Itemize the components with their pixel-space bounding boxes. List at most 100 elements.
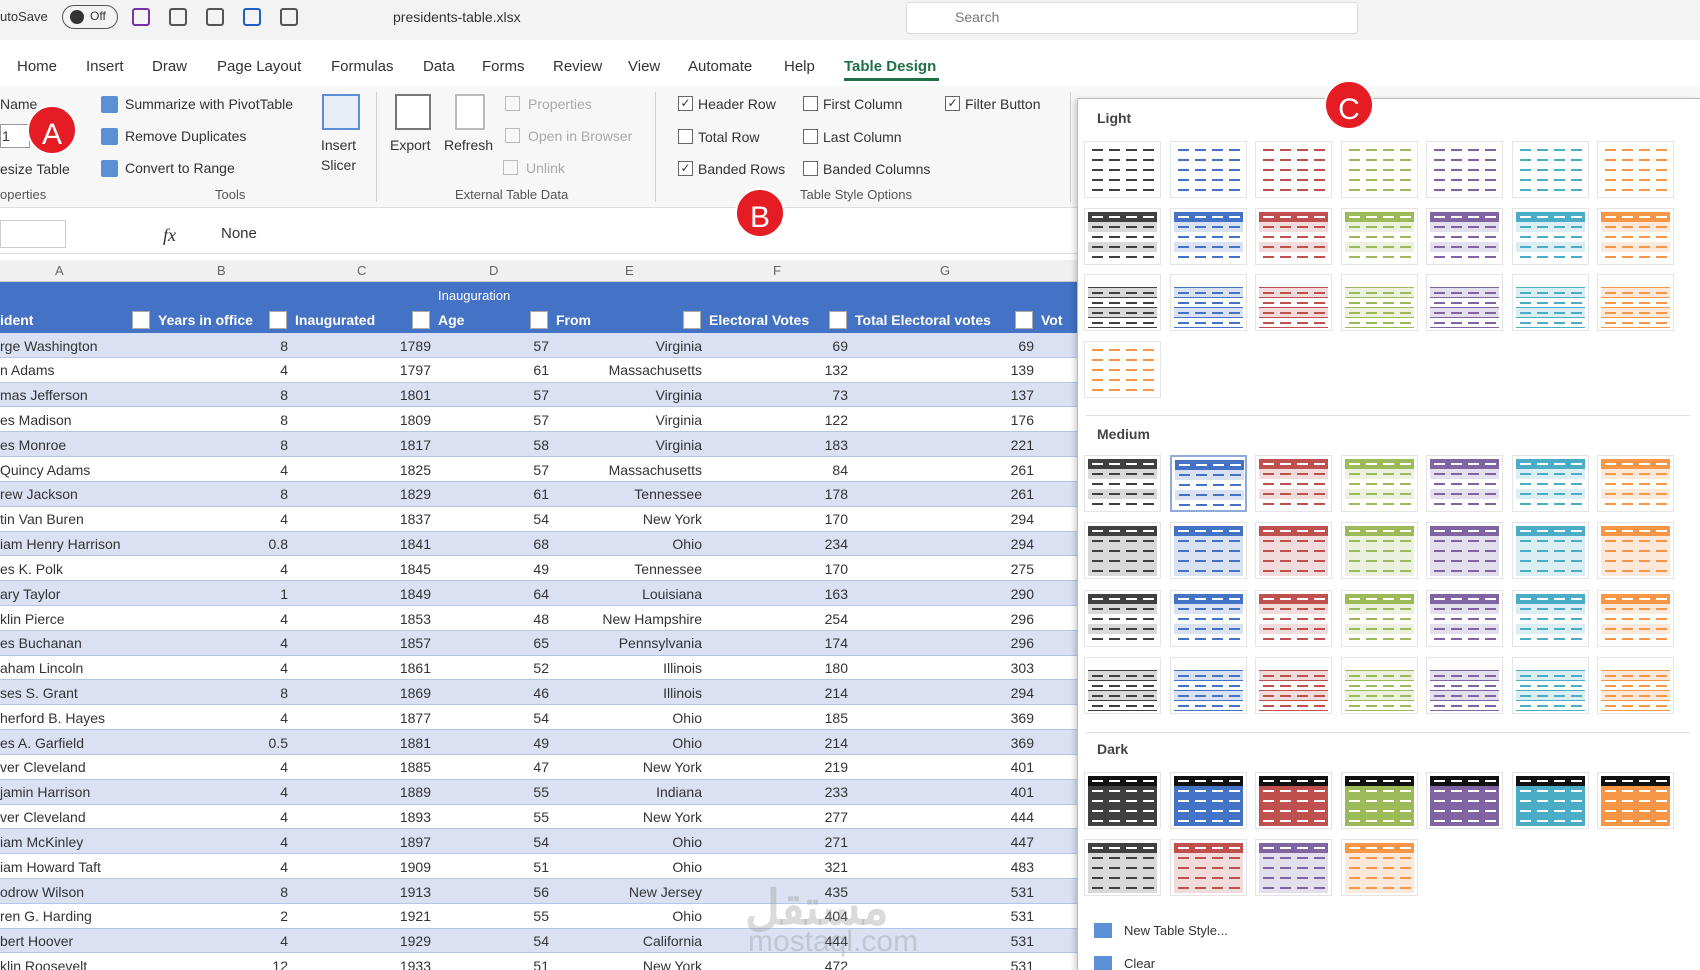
table-style-thumbnail[interactable]: [1597, 141, 1674, 198]
table-style-thumbnail[interactable]: [1084, 274, 1161, 331]
checkbox-label[interactable]: Header Row: [698, 96, 776, 112]
tool-button[interactable]: Convert to Range: [125, 160, 235, 176]
table-style-thumbnail[interactable]: [1511, 772, 1589, 829]
slicer-label[interactable]: Slicer: [321, 157, 357, 173]
table-style-thumbnail[interactable]: [1169, 657, 1247, 714]
checkbox-label[interactable]: Last Column: [823, 129, 902, 145]
checkbox-label[interactable]: Banded Columns: [823, 161, 931, 177]
table-style-thumbnail[interactable]: [1340, 590, 1418, 647]
table-style-thumbnail[interactable]: [1340, 141, 1418, 198]
table-style-thumbnail[interactable]: [1597, 590, 1674, 647]
ribbon-tab[interactable]: Draw: [152, 58, 188, 75]
ribbon-tab[interactable]: Review: [553, 58, 603, 75]
ribbon-tab[interactable]: Formulas: [331, 58, 394, 75]
table-style-thumbnail[interactable]: [1511, 657, 1589, 714]
refresh-button[interactable]: Refresh: [444, 137, 494, 153]
table-style-thumbnail[interactable]: [1255, 590, 1332, 647]
table-style-thumbnail[interactable]: [1169, 208, 1247, 265]
filter-button[interactable]: [530, 311, 548, 329]
table-style-thumbnail[interactable]: [1426, 141, 1503, 198]
table-style-thumbnail[interactable]: [1169, 141, 1247, 198]
table-style-thumbnail[interactable]: [1169, 772, 1247, 829]
autosave-toggle[interactable]: [62, 5, 118, 29]
filter-button[interactable]: [412, 311, 430, 329]
table-style-thumbnail[interactable]: [1084, 772, 1161, 829]
table-style-thumbnail[interactable]: [1426, 208, 1503, 265]
ribbon-tab[interactable]: Data: [423, 58, 455, 75]
checkbox-label[interactable]: Filter Button: [965, 96, 1041, 112]
table-style-thumbnail[interactable]: [1597, 772, 1674, 829]
export-button[interactable]: Export: [390, 137, 431, 153]
table-style-thumbnail[interactable]: [1340, 772, 1418, 829]
filter-button[interactable]: [829, 311, 847, 329]
table-style-thumbnail[interactable]: [1511, 455, 1589, 512]
filter-button[interactable]: [1015, 311, 1033, 329]
table-style-thumbnail[interactable]: [1340, 839, 1418, 896]
ribbon-tab[interactable]: Insert: [86, 58, 124, 75]
table-style-thumbnail[interactable]: [1084, 839, 1161, 896]
table-style-thumbnail[interactable]: [1084, 455, 1161, 512]
checkbox[interactable]: [803, 129, 818, 144]
qat-icon[interactable]: [280, 8, 298, 26]
table-style-thumbnail[interactable]: [1084, 590, 1161, 647]
table-style-thumbnail[interactable]: [1169, 455, 1247, 512]
checkbox[interactable]: [678, 129, 693, 144]
slicer-icon[interactable]: [322, 94, 360, 130]
table-style-thumbnail[interactable]: [1255, 455, 1332, 512]
checkbox-label[interactable]: First Column: [823, 96, 903, 112]
table-style-thumbnail[interactable]: [1426, 455, 1503, 512]
table-style-thumbnail[interactable]: [1597, 657, 1674, 714]
ribbon-tab[interactable]: View: [628, 58, 661, 75]
table-style-thumbnail[interactable]: [1169, 839, 1247, 896]
menu-item[interactable]: Clear: [1124, 956, 1156, 970]
tool-icon[interactable]: [101, 160, 118, 177]
table-style-thumbnail[interactable]: [1340, 455, 1418, 512]
menu-icon[interactable]: [1094, 923, 1112, 938]
table-style-thumbnail[interactable]: [1084, 522, 1161, 579]
table-style-thumbnail[interactable]: [1597, 522, 1674, 579]
table-style-thumbnail[interactable]: [1511, 274, 1589, 331]
qat-icon[interactable]: [243, 8, 261, 26]
table-style-thumbnail[interactable]: [1597, 208, 1674, 265]
refresh-icon[interactable]: [455, 94, 485, 130]
name-box-field[interactable]: [0, 220, 66, 248]
checkbox[interactable]: ✓: [678, 96, 693, 111]
table-style-thumbnail[interactable]: [1340, 522, 1418, 579]
file-name[interactable]: presidents-table.xlsx: [393, 9, 521, 25]
resize-table[interactable]: esize Table: [0, 161, 70, 177]
checkbox[interactable]: ✓: [945, 96, 960, 111]
filter-button[interactable]: [683, 311, 701, 329]
filter-button[interactable]: [132, 311, 150, 329]
checkbox[interactable]: [803, 161, 818, 176]
table-style-thumbnail[interactable]: [1169, 522, 1247, 579]
table-style-thumbnail[interactable]: [1255, 657, 1332, 714]
ribbon-tab[interactable]: Help: [784, 58, 815, 75]
table-style-thumbnail[interactable]: [1426, 772, 1503, 829]
ribbon-tab[interactable]: Table Design: [844, 58, 937, 75]
table-style-thumbnail[interactable]: [1511, 141, 1589, 198]
qat-icon[interactable]: [206, 8, 224, 26]
table-style-thumbnail[interactable]: [1084, 341, 1161, 398]
qat-icon[interactable]: [169, 8, 187, 26]
table-style-thumbnail[interactable]: [1255, 208, 1332, 265]
table-style-thumbnail[interactable]: [1084, 141, 1161, 198]
table-style-thumbnail[interactable]: [1340, 657, 1418, 714]
export-icon[interactable]: [395, 94, 431, 130]
menu-icon[interactable]: [1094, 956, 1112, 970]
table-style-thumbnail[interactable]: [1511, 522, 1589, 579]
checkbox[interactable]: ✓: [678, 161, 693, 176]
table-style-thumbnail[interactable]: [1426, 590, 1503, 647]
table-style-thumbnail[interactable]: [1340, 208, 1418, 265]
ribbon-tab[interactable]: Forms: [482, 58, 525, 75]
table-style-thumbnail[interactable]: [1511, 590, 1589, 647]
table-style-thumbnail[interactable]: [1169, 590, 1247, 647]
table-style-thumbnail[interactable]: [1255, 141, 1332, 198]
tool-button[interactable]: Remove Duplicates: [125, 128, 247, 144]
tool-icon[interactable]: [101, 96, 118, 113]
search-box[interactable]: [906, 2, 1358, 34]
search-placeholder[interactable]: Search: [955, 9, 1000, 25]
tool-button[interactable]: Summarize with PivotTable: [125, 96, 294, 112]
ribbon-tab[interactable]: Automate: [688, 58, 753, 75]
qat-icon[interactable]: [132, 8, 150, 26]
checkbox-label[interactable]: Total Row: [698, 129, 760, 145]
